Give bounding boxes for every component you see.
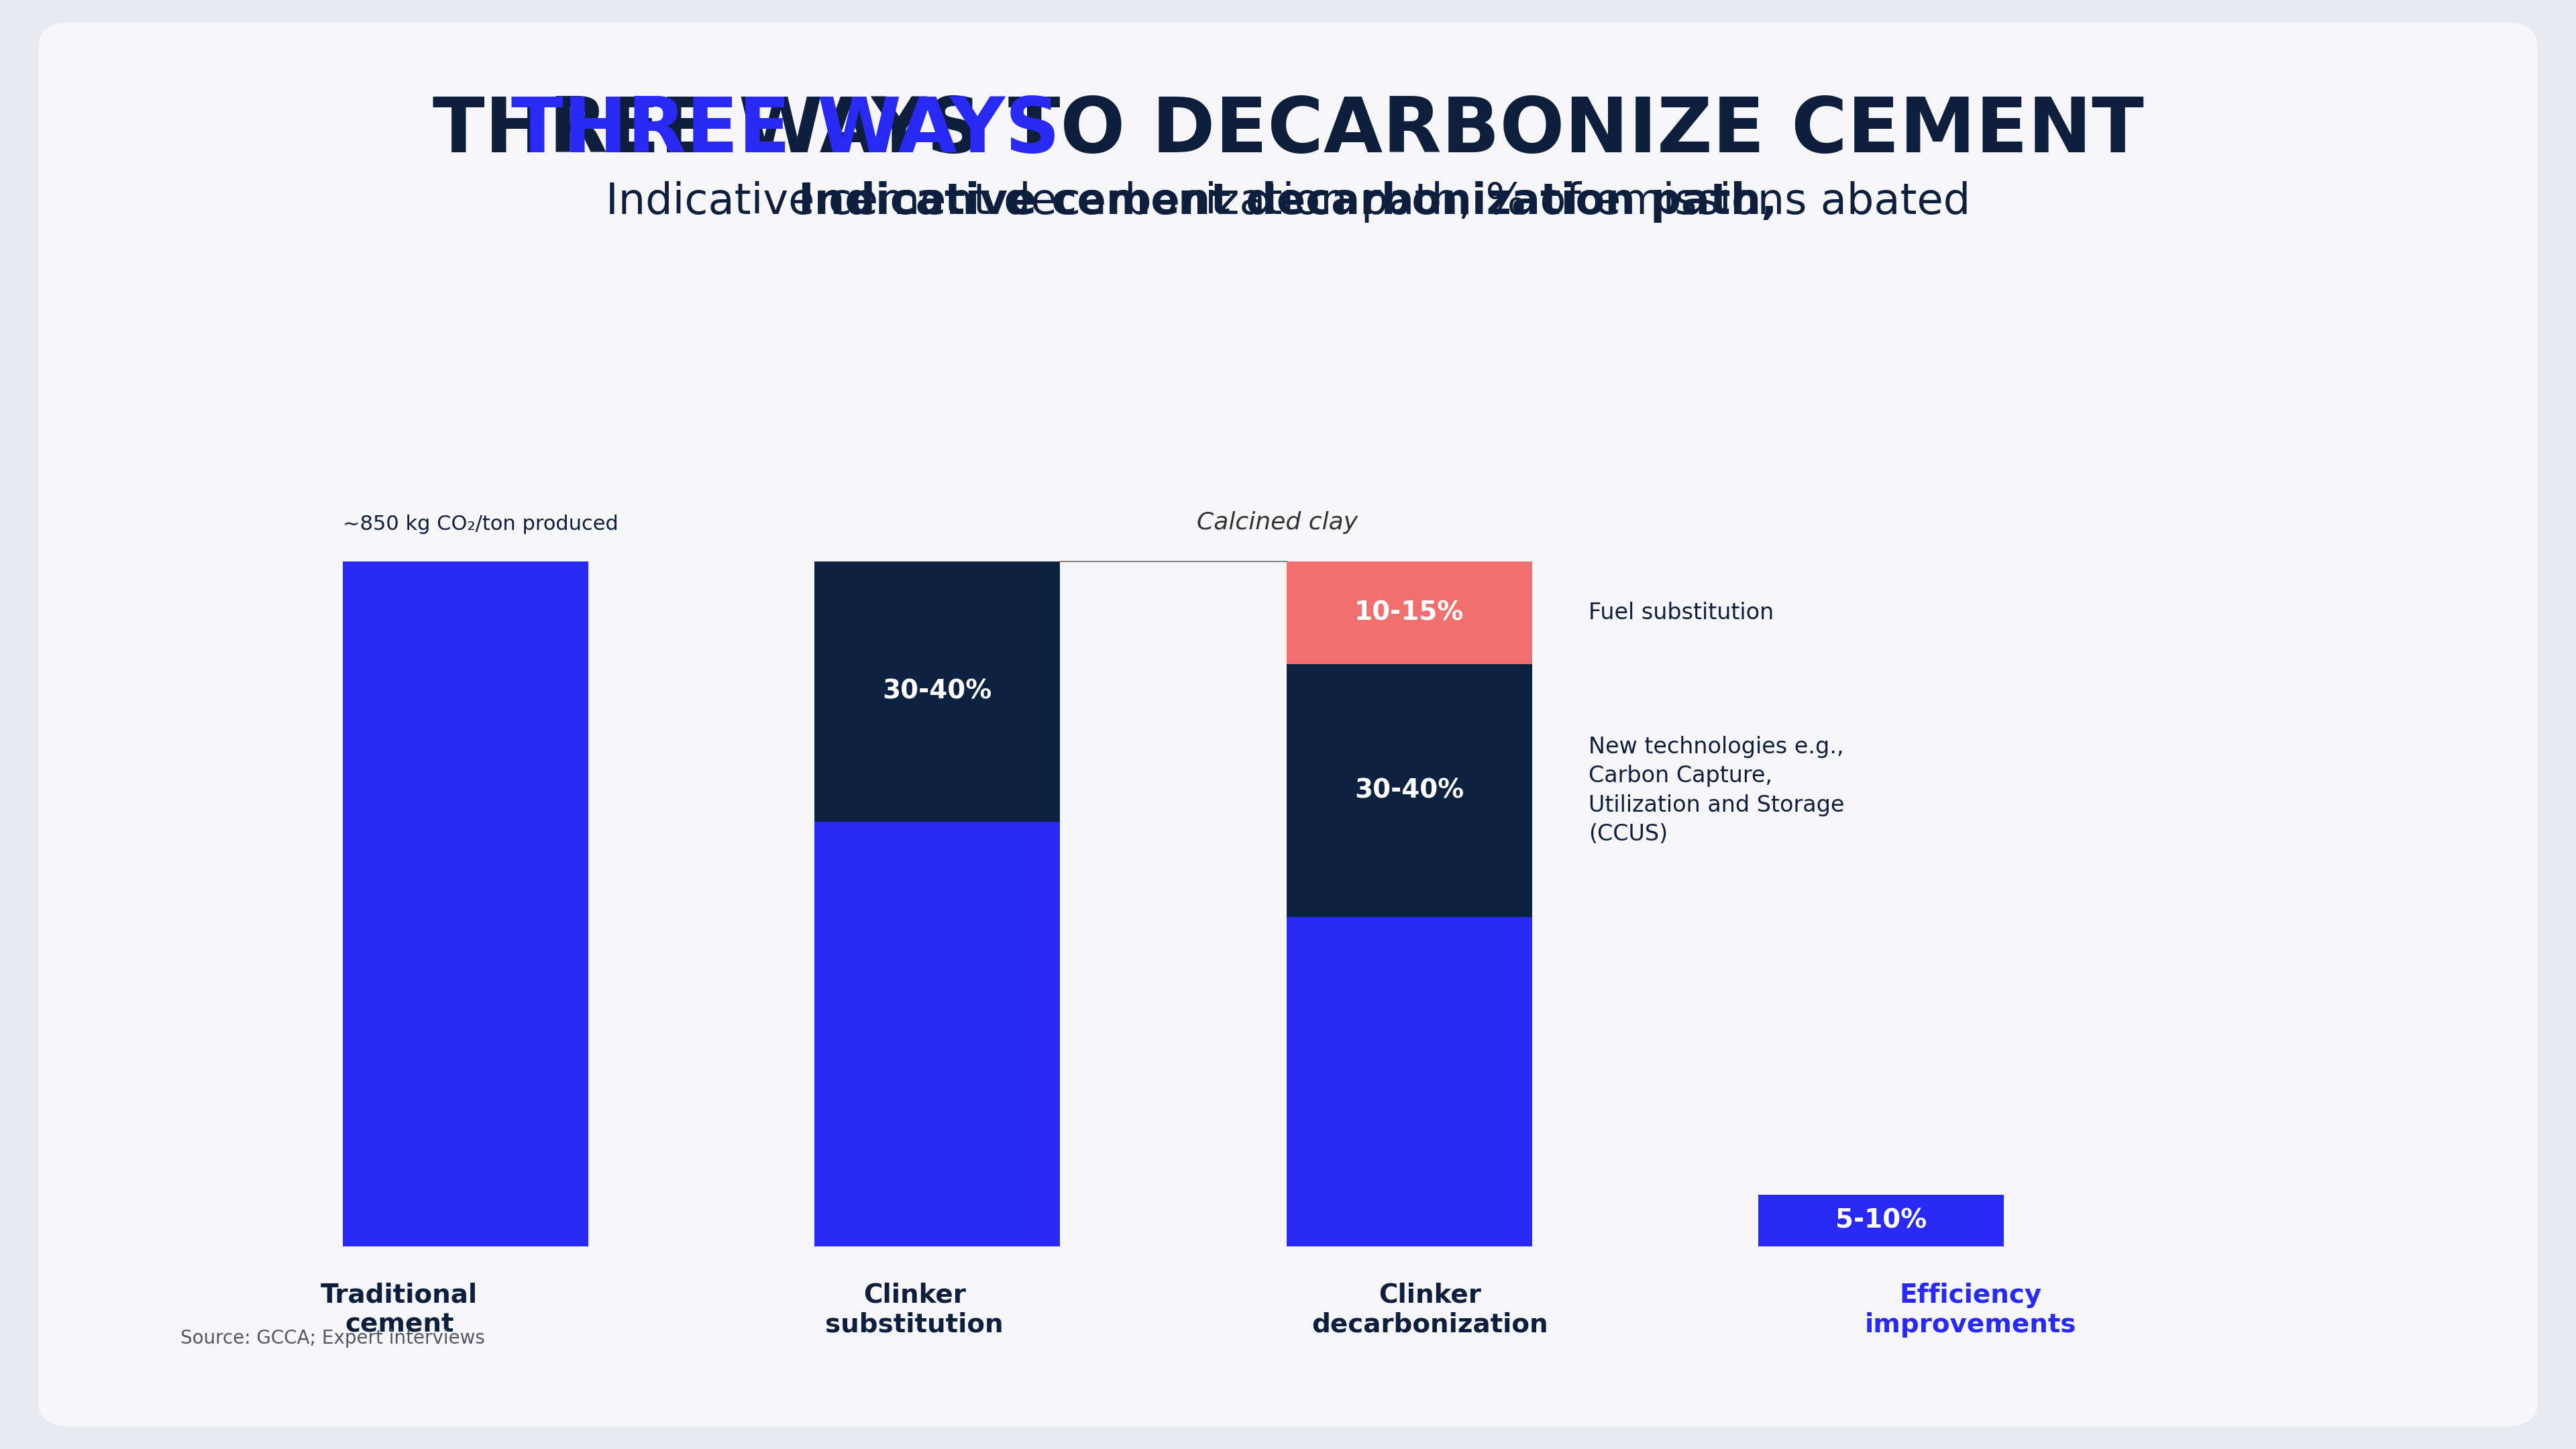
Text: 10-15%: 10-15% — [1355, 600, 1463, 626]
Text: THREE WAYS: THREE WAYS — [510, 94, 1061, 168]
Text: Efficiency
improvements: Efficiency improvements — [1865, 1282, 2076, 1337]
Text: Clinker
substitution: Clinker substitution — [824, 1282, 1005, 1337]
Text: Clinker
decarbonization: Clinker decarbonization — [1311, 1282, 1548, 1337]
Text: Calcined clay: Calcined clay — [1198, 511, 1358, 533]
Bar — [814, 822, 1061, 1246]
Text: Traditional
cement: Traditional cement — [322, 1282, 477, 1337]
Bar — [1285, 917, 1533, 1246]
Bar — [343, 561, 587, 1246]
Bar — [1759, 1195, 2004, 1246]
Text: 30-40%: 30-40% — [884, 678, 992, 704]
Text: Indicative cement decarbonization path, % of emissions abated: Indicative cement decarbonization path, … — [605, 181, 1971, 223]
Text: Source: GCCA; Expert interviews: Source: GCCA; Expert interviews — [180, 1329, 484, 1348]
Text: Fuel substitution: Fuel substitution — [1589, 601, 1775, 623]
Text: THREE WAYS TO DECARBONIZE CEMENT: THREE WAYS TO DECARBONIZE CEMENT — [433, 94, 2143, 168]
Text: ~850 kg CO₂/ton produced: ~850 kg CO₂/ton produced — [343, 514, 618, 533]
Bar — [814, 561, 1061, 822]
Text: 30-40%: 30-40% — [1355, 778, 1463, 803]
Text: 5-10%: 5-10% — [1834, 1207, 1927, 1233]
Text: New technologies e.g.,
Carbon Capture,
Utilization and Storage
(CCUS): New technologies e.g., Carbon Capture, U… — [1589, 736, 1844, 845]
Bar — [1285, 561, 1533, 664]
Text: Indicative cement decarbonization path,: Indicative cement decarbonization path, — [799, 181, 1777, 223]
Bar — [1285, 664, 1533, 917]
